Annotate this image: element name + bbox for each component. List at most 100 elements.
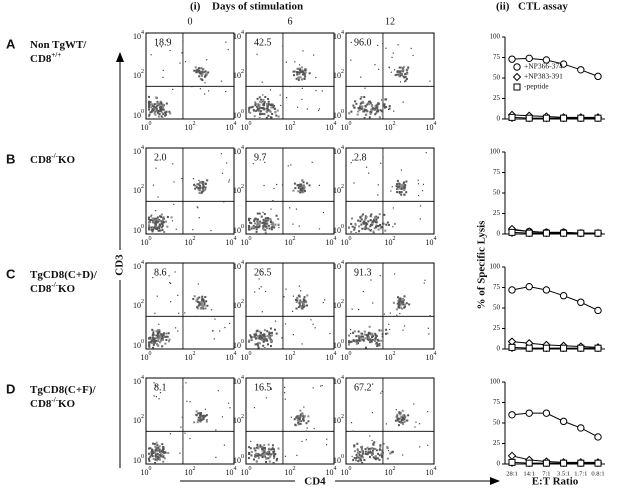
tick-label: 104 [233, 260, 244, 270]
cell-dot [260, 270, 263, 272]
cell-dot [169, 433, 172, 435]
cell-dot [260, 101, 263, 104]
cell-dot [378, 213, 381, 216]
cell-dot [393, 69, 396, 71]
cell-dot [154, 217, 157, 220]
cell-dot [272, 452, 275, 455]
text-part: 10 [133, 147, 141, 156]
panel-i: (i) [190, 1, 201, 13]
cell-dot [148, 341, 150, 344]
cell-dot [267, 102, 270, 105]
flow-plot: 67.2 [345, 377, 435, 465]
cell-dot [357, 342, 360, 345]
cell-dot [258, 117, 261, 119]
text-part: 10 [233, 111, 241, 120]
cell-dot [371, 220, 374, 223]
cell-dot [400, 191, 403, 194]
cell-dot [269, 221, 272, 224]
cell-dot [155, 167, 157, 169]
cell-dot [350, 329, 352, 331]
cell-dot [155, 217, 158, 220]
cell-dot [152, 332, 155, 335]
cell-dot [162, 451, 165, 454]
cell-dot [403, 418, 406, 421]
cell-dot [377, 194, 379, 196]
cell-dot [284, 391, 286, 394]
cell-dot [377, 102, 380, 105]
cell-dot [161, 224, 164, 227]
cell-dot [380, 454, 383, 457]
flow-plot: 8.6 [145, 262, 235, 350]
cell-dot [151, 217, 154, 220]
cell-dot [148, 458, 150, 461]
cell-dot [160, 222, 163, 225]
tick-label: 102 [333, 299, 344, 309]
cell-dot [367, 102, 370, 105]
cell-dot [373, 108, 376, 111]
cell-dot [297, 76, 300, 79]
cell-dot [369, 110, 372, 113]
cell-dot [356, 455, 359, 458]
cell-dot [297, 78, 300, 81]
text-part: 0 [249, 236, 252, 242]
marker [577, 298, 585, 306]
cell-dot [368, 116, 371, 119]
cell-dot [348, 343, 350, 346]
cell-dot [267, 224, 270, 227]
cell-dot [149, 101, 152, 104]
cell-dot [271, 112, 274, 115]
cell-dot [354, 340, 357, 343]
cell-dot [258, 223, 261, 226]
cell-dot [202, 183, 205, 186]
y-tick-label: 75 [493, 53, 501, 61]
cell-dot [384, 98, 387, 101]
cell-dot [265, 116, 268, 119]
cell-dot [296, 296, 299, 299]
cell-dot [386, 457, 389, 460]
day-label: 6 [288, 16, 293, 27]
cell-dot [262, 448, 265, 451]
cell-dot [151, 105, 154, 108]
text-part: 10 [333, 226, 341, 235]
cell-dot [265, 397, 267, 399]
cell-dot [313, 54, 315, 56]
text-part: 0 [341, 339, 344, 345]
cell-dot [151, 341, 154, 344]
text-part: 4 [241, 30, 244, 36]
cell-dot [371, 412, 374, 414]
text-part: 10 [333, 377, 341, 386]
cell-dot [156, 295, 158, 297]
y-tick-label: 100 [490, 263, 501, 271]
cell-dot [203, 302, 206, 305]
marker [525, 282, 533, 291]
marker [577, 66, 585, 74]
cell-dot [372, 335, 375, 338]
cell-dot [267, 450, 270, 453]
cell-dot [197, 304, 200, 307]
cell-dot [197, 412, 200, 415]
plot-frame [345, 147, 435, 235]
cell-dot [301, 440, 303, 443]
cell-dot [348, 226, 350, 229]
cell-dot [375, 215, 378, 218]
cell-dot [162, 447, 165, 450]
cell-dot [201, 188, 204, 191]
cell-dot [379, 342, 381, 345]
cell-dot [152, 457, 155, 460]
cell-dot [261, 456, 264, 459]
plot-frame [345, 32, 435, 120]
cell-dot [379, 274, 381, 277]
cell-dot [255, 460, 258, 463]
cell-dot [203, 301, 206, 304]
cell-dot [153, 226, 156, 229]
cell-dot [363, 117, 366, 119]
tick-label: 102 [185, 236, 196, 246]
cell-dot [285, 61, 287, 63]
text-part: 10 [341, 238, 349, 247]
cell-dot [263, 338, 266, 341]
tick-label: 104 [333, 145, 344, 155]
cell-dot [156, 457, 159, 460]
cell-dot [181, 416, 183, 418]
text-part: 4 [341, 375, 344, 381]
cell-dot [165, 332, 168, 335]
